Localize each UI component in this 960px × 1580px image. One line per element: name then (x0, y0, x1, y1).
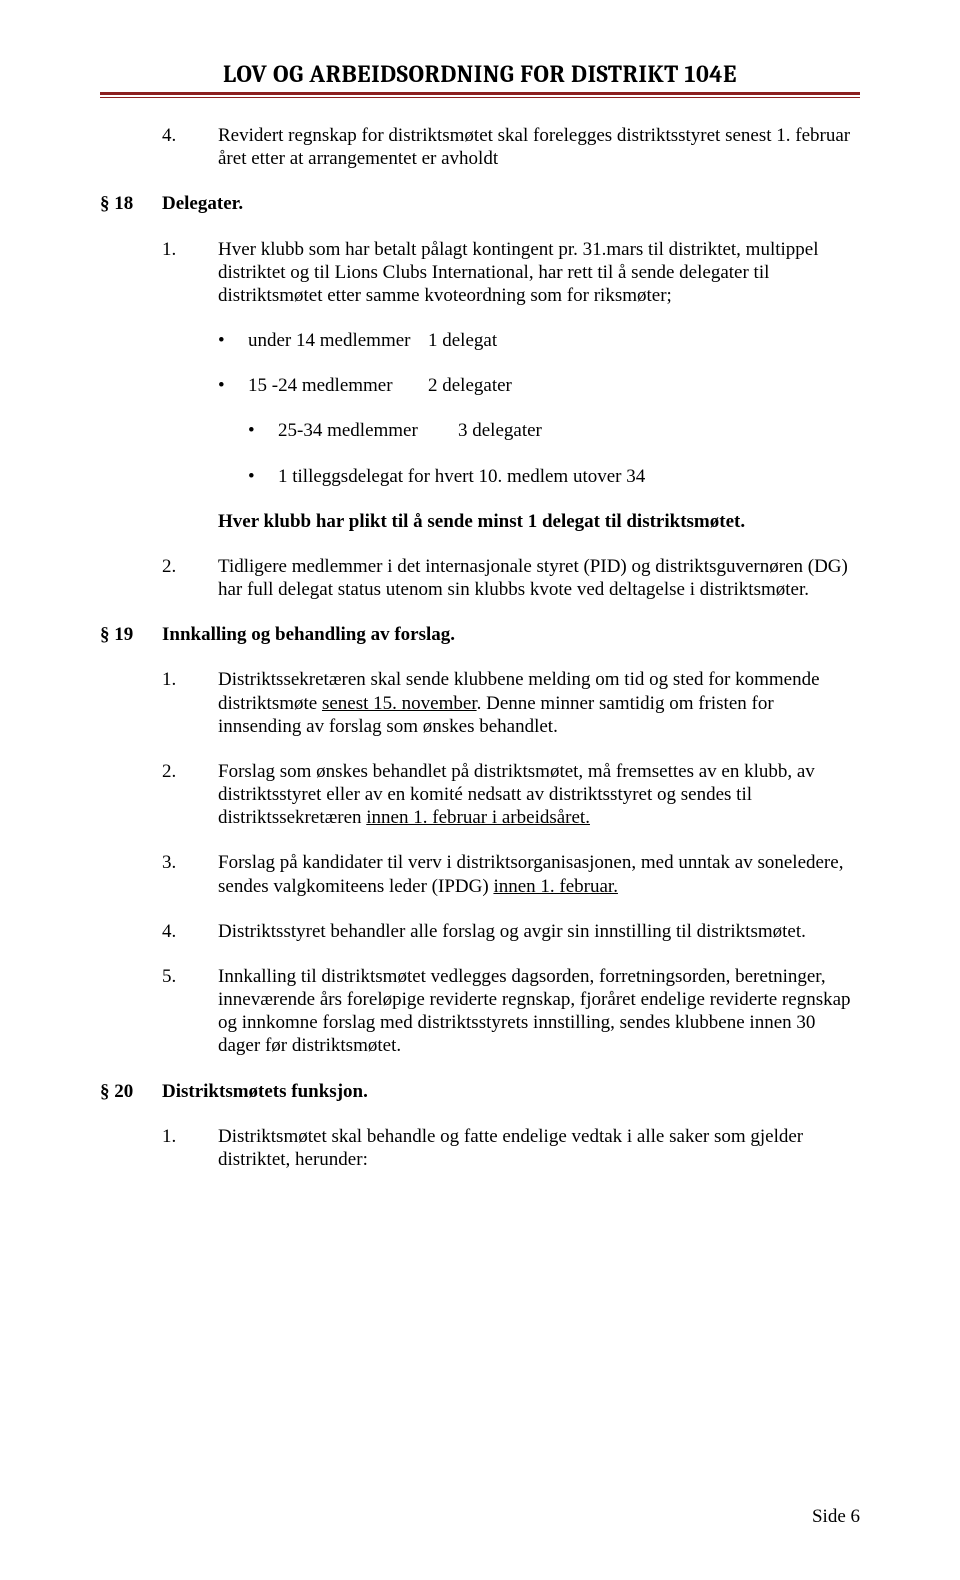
bullet-value: 1 delegat (428, 329, 860, 352)
item-text: Forslag som ønskes behandlet på distrikt… (218, 760, 860, 830)
item-number: 2. (162, 555, 218, 601)
section-18-item-1: 1. Hver klubb som har betalt pålagt kont… (100, 238, 860, 308)
section-20-heading: § 20 Distriktsmøtets funksjon. (100, 1080, 860, 1103)
section-title: Innkalling og behandling av forslag. (162, 623, 860, 646)
header-divider (100, 92, 860, 98)
text-underlined: innen 1. februar. (493, 876, 618, 897)
item-number: 2. (162, 760, 218, 830)
bullet-label: 25-34 medlemmer (278, 419, 458, 442)
section-19-heading: § 19 Innkalling og behandling av forslag… (100, 623, 860, 646)
item-text: Revidert regnskap for distriktsmøtet ska… (218, 124, 860, 170)
item-text: Distriktsmøtet skal behandle og fatte en… (218, 1125, 860, 1171)
item-number: 4. (162, 124, 218, 170)
section-title: Distriktsmøtets funksjon. (162, 1080, 860, 1103)
section-19-item-5: 5. Innkalling til distriktsmøtet vedlegg… (100, 965, 860, 1058)
item-number: 4. (162, 920, 218, 943)
item-number: 1. (162, 238, 218, 308)
item-text: Distriktsstyret behandler alle forslag o… (218, 920, 860, 943)
page-number: Side 6 (812, 1506, 860, 1528)
section-19-item-1: 1. Distriktssekretæren skal sende klubbe… (100, 668, 860, 738)
item-number: 3. (162, 851, 218, 897)
section-19-item-2: 2. Forslag som ønskes behandlet på distr… (100, 760, 860, 830)
section-number: § 18 (100, 192, 162, 215)
item-text: Tidligere medlemmer i det internasjonale… (218, 555, 860, 601)
section-20-item-1: 1. Distriktsmøtet skal behandle og fatte… (100, 1125, 860, 1171)
document-body: 4. Revidert regnskap for distriktsmøtet … (100, 124, 860, 1171)
item-text: Hver klubb som har betalt pålagt konting… (218, 238, 860, 308)
item-number: 5. (162, 965, 218, 1058)
bullet-label: under 14 medlemmer (248, 329, 428, 352)
item-number: 1. (162, 1125, 218, 1171)
delegate-bullets: • under 14 medlemmer 1 delegat • 15 -24 … (218, 329, 860, 397)
bullet-value: 2 delegater (428, 374, 860, 397)
bullet-item: • under 14 medlemmer 1 delegat (218, 329, 860, 352)
item-text: Innkalling til distriktsmøtet vedlegges … (218, 965, 860, 1058)
section-18-item-2: 2. Tidligere medlemmer i det internasjon… (100, 555, 860, 601)
section-19-item-3: 3. Forslag på kandidater til verv i dist… (100, 851, 860, 897)
bullet-item: • 15 -24 medlemmer 2 delegater (218, 374, 860, 397)
section-18-heading: § 18 Delegater. (100, 192, 860, 215)
text-underlined: innen 1. februar i arbeidsåret. (366, 807, 590, 828)
bullet-icon: • (248, 465, 278, 488)
delegate-bullets-indented: • 25-34 medlemmer 3 delegater • 1 tilleg… (248, 419, 860, 487)
text-underlined: senest 15. november (322, 693, 477, 714)
item-text: Distriktssekretæren skal sende klubbene … (218, 668, 860, 738)
paragraph-4: 4. Revidert regnskap for distriktsmøtet … (100, 124, 860, 170)
bullet-label: 15 -24 medlemmer (248, 374, 428, 397)
section-18-bold-note: Hver klubb har plikt til å sende minst 1… (218, 510, 860, 533)
item-number: 1. (162, 668, 218, 738)
bullet-item: • 1 tilleggsdelegat for hvert 10. medlem… (248, 465, 860, 488)
section-title: Delegater. (162, 192, 860, 215)
bullet-item: • 25-34 medlemmer 3 delegater (248, 419, 860, 442)
section-number: § 19 (100, 623, 162, 646)
bullet-icon: • (248, 419, 278, 442)
bullet-text: 1 tilleggsdelegat for hvert 10. medlem u… (278, 465, 645, 488)
section-19-item-4: 4. Distriktsstyret behandler alle forsla… (100, 920, 860, 943)
item-text: Forslag på kandidater til verv i distrik… (218, 851, 860, 897)
page-header-title: LOV OG ARBEIDSORDNING FOR DISTRIKT 104E (100, 60, 860, 88)
bullet-value: 3 delegater (458, 419, 860, 442)
section-number: § 20 (100, 1080, 162, 1103)
bullet-icon: • (218, 374, 248, 397)
bullet-icon: • (218, 329, 248, 352)
